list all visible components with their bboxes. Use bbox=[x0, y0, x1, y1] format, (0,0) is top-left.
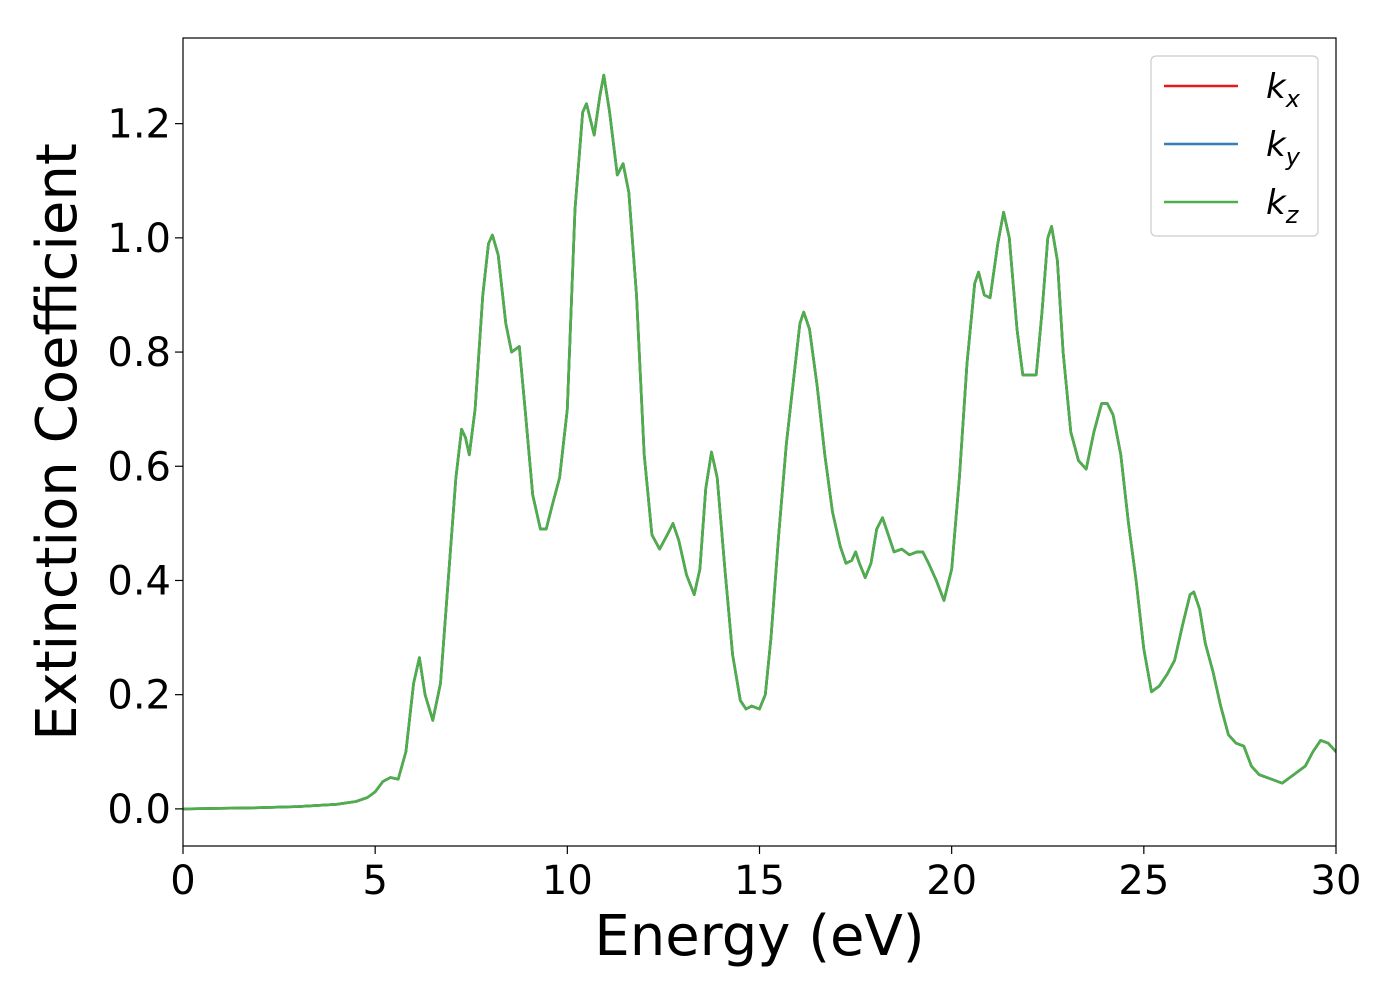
legend-label: ky bbox=[1266, 125, 1301, 171]
x-axis-ticks: 0 5 10 15 20 25 30 bbox=[170, 846, 1361, 904]
y-tick-label: 1.2 bbox=[107, 102, 171, 148]
y-tick-label: 0.8 bbox=[107, 330, 171, 376]
x-tick-label: 30 bbox=[1311, 858, 1362, 904]
plot-area bbox=[183, 73, 1336, 811]
x-tick-label: 25 bbox=[1118, 858, 1169, 904]
legend-box bbox=[1150, 55, 1319, 237]
legend-label: kz bbox=[1266, 183, 1300, 229]
y-axis-ticks: 0.0 0.2 0.4 0.6 0.8 1.0 1.2 bbox=[107, 102, 183, 833]
x-tick-label: 20 bbox=[926, 858, 977, 904]
series-line-kz bbox=[183, 73, 1336, 811]
y-tick-label: 1.0 bbox=[107, 216, 171, 262]
x-tick-label: 15 bbox=[734, 858, 785, 904]
y-tick-label: 0.4 bbox=[107, 558, 171, 604]
x-tick-label: 0 bbox=[170, 858, 195, 904]
y-tick-label: 0.2 bbox=[107, 673, 171, 719]
x-tick-label: 5 bbox=[362, 858, 387, 904]
y-axis-title: Extinction Coefficient bbox=[25, 143, 90, 741]
y-tick-label: 0.0 bbox=[107, 787, 171, 833]
legend-label-base: k bbox=[1266, 183, 1287, 223]
y-tick-label: 0.6 bbox=[107, 444, 171, 490]
legend-label-subscript: x bbox=[1285, 85, 1301, 113]
legend-label-base: k bbox=[1266, 67, 1287, 107]
x-axis-title: Energy (eV) bbox=[594, 904, 924, 969]
x-tick-label: 10 bbox=[542, 858, 593, 904]
legend-label-subscript: y bbox=[1285, 143, 1301, 171]
legend-label-base: k bbox=[1266, 125, 1287, 165]
legend-label: kx bbox=[1266, 67, 1301, 113]
legend-label-subscript: z bbox=[1285, 201, 1300, 229]
